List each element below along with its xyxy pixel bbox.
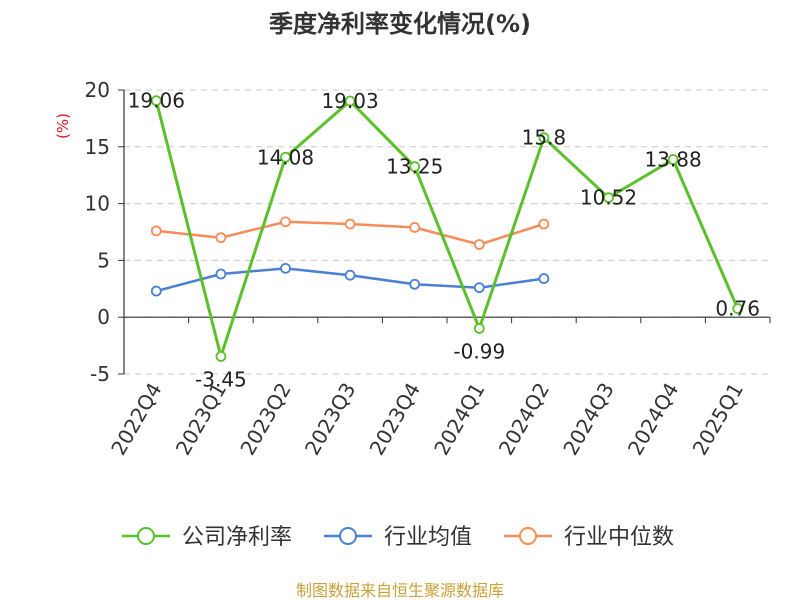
series-point [538,218,550,230]
series-point [473,282,485,294]
y-tick-label: 0 [97,305,110,329]
series-point [473,323,485,334]
series-point [667,154,679,165]
x-tick-label: 2023Q4 [365,379,425,460]
y-tick-label: 10 [85,192,110,216]
series-point [603,192,614,204]
y-tick-label: 5 [97,248,110,272]
series-point [280,262,291,274]
series-point [473,239,485,250]
series [150,95,744,362]
series-point [280,151,291,163]
series-point [538,273,550,284]
y-tick-label: -5 [90,362,110,386]
series-point [538,132,550,144]
series-point [150,285,162,297]
y-tick-label: 15 [85,135,110,159]
legend-marker [339,527,357,545]
series-point [215,268,227,280]
series-point [215,232,227,244]
data-label: 13.25 [386,155,443,179]
series-point [344,95,356,107]
grid [124,89,770,375]
series-point [150,95,162,107]
legend-label: 行业中位数 [564,525,674,550]
x-tick-label: 2024Q1 [429,379,489,460]
y-tick-label: 20 [85,78,110,102]
x-tick-label: 2025Q1 [688,379,748,460]
data-label: 0.76 [715,297,760,321]
data-label: -3.45 [195,367,247,391]
data-label: 19.03 [321,89,378,113]
x-tick-label: 2022Q4 [106,379,166,460]
x-tick-label: 2024Q2 [494,379,554,460]
series-line [154,99,740,358]
legend: 公司净利率 行业均值 行业中位数 [122,525,674,550]
series-point [344,218,356,230]
legend-label: 行业均值 [384,525,472,550]
data-label: 10.52 [580,186,637,210]
series-point [409,222,421,233]
source-note: 制图数据来自恒生聚源数据库 [296,581,504,600]
data-label: 15.8 [522,126,567,150]
series-point [215,350,227,362]
data-label: 13.88 [644,148,701,172]
data-label: 14.08 [257,145,314,169]
x-tick-label: 2024Q3 [558,379,618,460]
data-label: 19.06 [128,89,185,113]
data-label: -0.99 [453,339,505,363]
series-point [409,161,421,173]
legend-marker [519,527,537,545]
chart-title: 季度净利率变化情况(%) [269,10,531,38]
x-tick-label: 2023Q3 [300,379,360,460]
series-point [344,269,356,281]
legend-label: 公司净利率 [182,525,292,550]
x-tick-label: 2024Q4 [623,379,683,460]
y-axis-label: (%) [54,113,72,139]
series-point [409,278,421,290]
legend-marker [137,527,155,545]
series-point [280,216,291,228]
data-labels: 19.06 -3.45 14.08 19.03 13.25 -0.99 15.8 10.52 1… [128,89,760,392]
series-point [150,225,162,237]
series-point [732,303,744,314]
